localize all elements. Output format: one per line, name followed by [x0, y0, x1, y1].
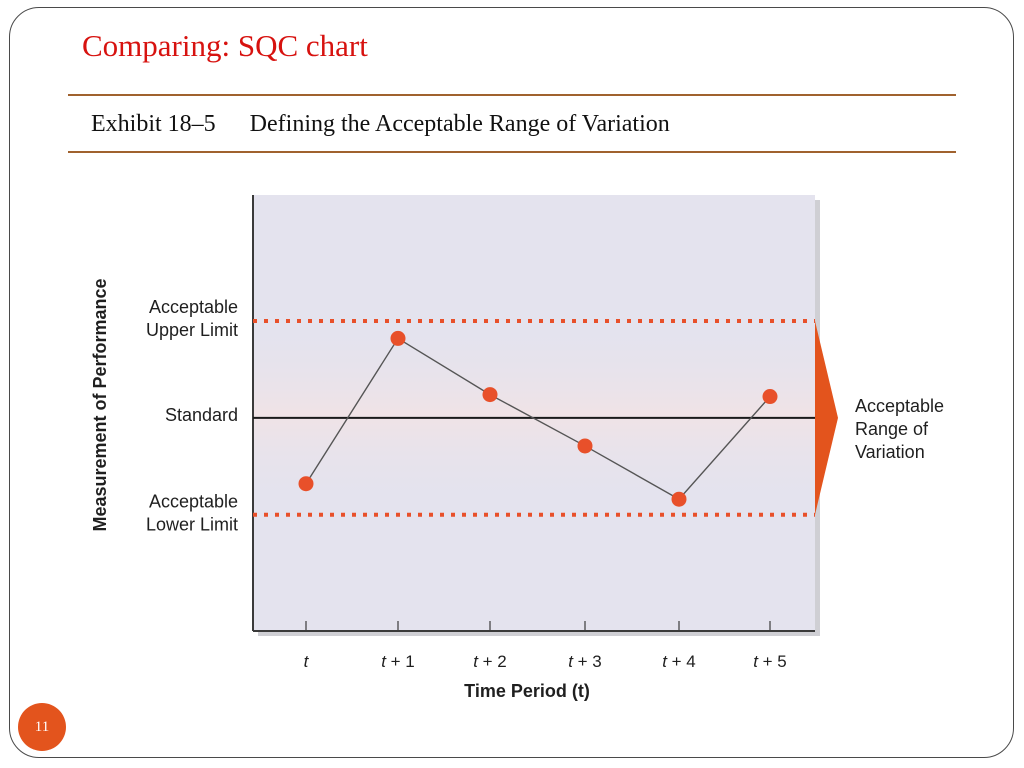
data-point: [762, 389, 778, 405]
slide-title: Comparing: SQC chart: [82, 28, 368, 63]
data-point: [577, 438, 593, 454]
exhibit-caption: Exhibit 18–5 Defining the Acceptable Rang…: [91, 111, 670, 138]
data-point: [671, 491, 687, 507]
x-axis-label: Time Period (t): [464, 681, 590, 701]
data-point: [482, 387, 498, 403]
acceptable-band: [253, 318, 815, 511]
x-tick-label: t + 2: [473, 652, 507, 671]
range-label-line1: Acceptable: [855, 396, 944, 416]
x-tick-label: t + 5: [753, 652, 787, 671]
page-number-badge: 11: [18, 703, 66, 751]
y-axis-label: Measurement of Performance: [90, 278, 110, 531]
lower-limit-label-line2: Lower Limit: [146, 515, 238, 535]
x-tick-label: t + 1: [381, 652, 415, 671]
x-tick-label: t + 3: [568, 652, 602, 671]
range-label-line2: Range of: [855, 419, 929, 439]
acceptable-range-arrow: [815, 320, 838, 515]
exhibit-title: Defining the Acceptable Range of Variati…: [249, 111, 670, 137]
data-point: [298, 476, 314, 492]
x-tick-label: t + 4: [662, 652, 696, 671]
data-point: [390, 330, 406, 346]
upper-limit-label-line1: Acceptable: [149, 297, 238, 317]
upper-limit-label-line2: Upper Limit: [146, 320, 238, 340]
standard-label: Standard: [165, 405, 238, 425]
exhibit-number: Exhibit 18–5: [91, 111, 216, 137]
lower-limit-label-line1: Acceptable: [149, 492, 238, 512]
title-rule-top: [68, 94, 956, 96]
x-tick-label: t: [304, 652, 310, 671]
range-label-line3: Variation: [855, 442, 925, 462]
title-rule-bottom: [68, 151, 956, 153]
performance-line: [305, 337, 771, 501]
